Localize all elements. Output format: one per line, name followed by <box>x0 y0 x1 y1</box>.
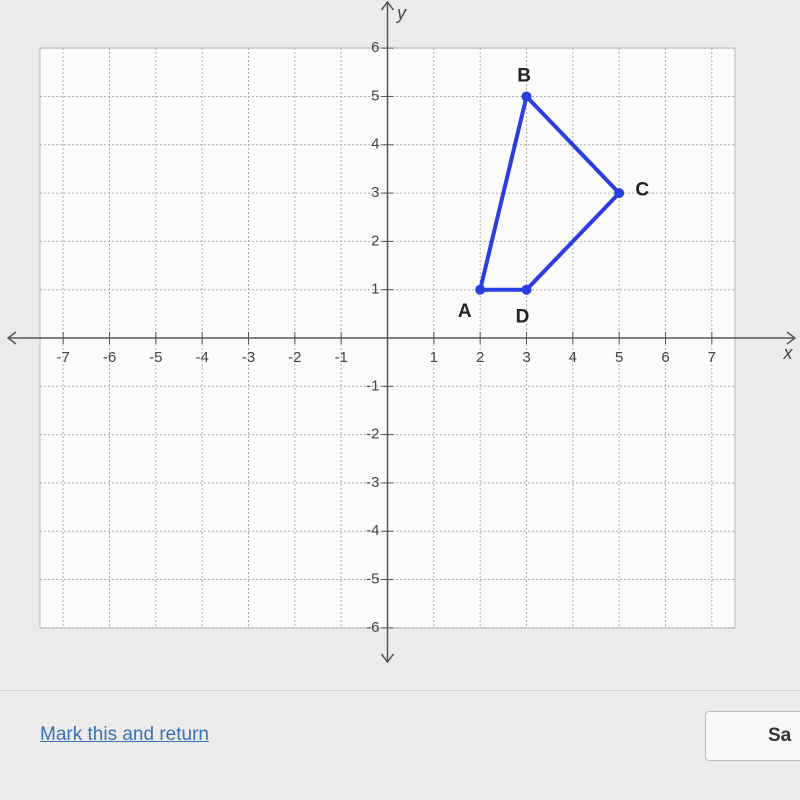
y-axis-label: y <box>395 3 407 23</box>
chart: x y -7 -6 -5 -4 -3 -2 -1 1 2 3 4 5 6 7 -6 -5 -4 -3 -2 -1 1 2 3 4 5… <box>6 0 797 664</box>
vertex-label: C <box>635 179 649 200</box>
y-tick-label: 5 <box>371 87 379 104</box>
x-tick-label: 5 <box>615 349 623 366</box>
x-tick-label: 4 <box>569 349 577 366</box>
x-tick-label: 3 <box>522 349 530 366</box>
vertex <box>614 188 625 199</box>
y-tick-label: 6 <box>371 39 379 56</box>
x-tick-label: -3 <box>242 349 255 366</box>
x-tick-label: -1 <box>334 349 347 366</box>
x-tick-label: 6 <box>661 349 669 366</box>
vertex <box>521 91 532 102</box>
vertex <box>521 284 532 295</box>
y-tick-label: -2 <box>366 426 379 443</box>
x-tick-label: -6 <box>103 349 116 366</box>
y-tick-label: -3 <box>366 474 379 491</box>
y-tick-label: -5 <box>366 571 379 588</box>
x-tick-label: 1 <box>430 349 438 366</box>
y-tick-label: 4 <box>371 136 379 153</box>
x-axis-label: x <box>783 343 794 363</box>
vertex-label: A <box>458 301 472 322</box>
y-tick-label: -1 <box>366 377 379 394</box>
axis-arrow <box>6 0 797 664</box>
x-tick-label: -7 <box>56 349 69 366</box>
y-tick-label: 3 <box>371 184 379 201</box>
mark-link[interactable]: Mark this and return <box>40 724 209 745</box>
x-tick-label: 7 <box>708 349 716 366</box>
y-tick-label: -6 <box>366 619 379 636</box>
x-tick-label: -5 <box>149 349 162 366</box>
x-tick-label: -4 <box>195 349 208 366</box>
vertex-label: B <box>517 66 531 87</box>
y-tick-label: 2 <box>371 232 379 249</box>
x-tick-label: 2 <box>476 349 484 366</box>
vertex <box>475 284 486 295</box>
y-tick-label: -4 <box>366 522 379 539</box>
vertex-label: D <box>516 306 530 327</box>
y-tick-label: 1 <box>371 281 379 298</box>
x-tick-label: -2 <box>288 349 301 366</box>
save-button[interactable]: Sa <box>705 711 800 761</box>
divider <box>0 690 800 691</box>
